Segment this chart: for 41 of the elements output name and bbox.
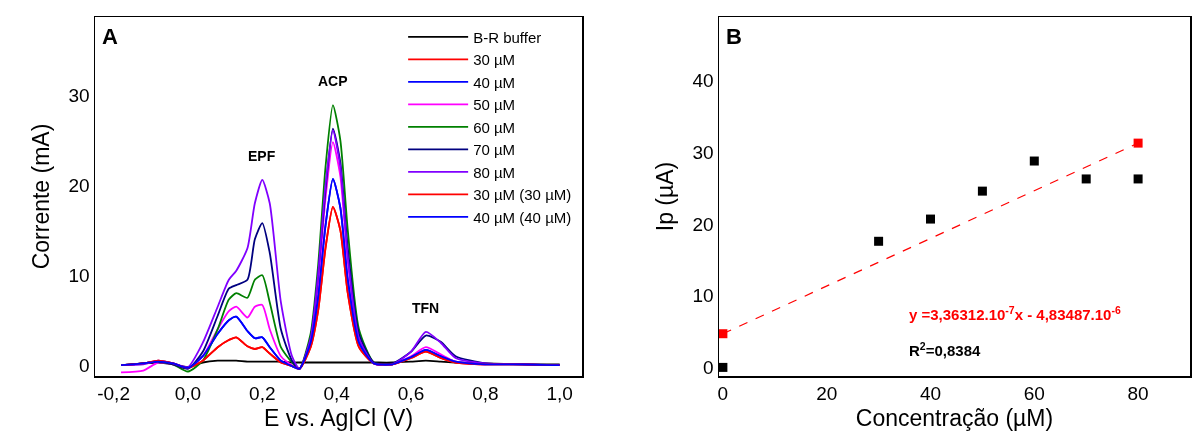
x-tick-label: 0 <box>717 383 729 405</box>
y-tick-label: 10 <box>692 285 714 307</box>
x-tick-label: 0,4 <box>323 383 351 405</box>
y-tick-label: 0 <box>703 357 714 379</box>
legend-label: 30 µM (30 µM) <box>473 186 572 204</box>
x-tick-label: 20 <box>816 383 838 405</box>
annotation: y =3,36312.10$^{-7}$x - 4,83487.10$^{-6}$ <box>909 304 1121 324</box>
y-tick-label: 10 <box>68 264 90 286</box>
y-tick-label: 0 <box>79 354 90 376</box>
annotation: TFN <box>412 300 440 316</box>
x-tick-label: 40 <box>919 383 942 405</box>
legend-label: 60 µM <box>473 118 516 136</box>
annotation: EPF <box>248 148 276 164</box>
y-tick-label: 40 <box>692 70 714 92</box>
x-tick-label: 0,0 <box>174 383 202 405</box>
x-axis-title: E vs. Ag|Cl (V) <box>263 404 414 431</box>
y-tick-label: 30 <box>692 142 714 164</box>
y-tick-label: 20 <box>68 174 90 196</box>
legend-label: 30 µM <box>473 51 516 69</box>
y-axis-title: Corrente (mA) <box>28 123 55 270</box>
x-axis-title: Concentração (µM) <box>855 404 1054 431</box>
legend-label: 80 µM <box>473 163 516 181</box>
annotation: R$^{2}$=0,8384 <box>909 340 981 360</box>
chart-title: A <box>102 24 118 49</box>
legend-label: 70 µM <box>473 141 516 159</box>
x-tick-label: 0,2 <box>249 383 276 405</box>
annotation: ACP <box>318 73 348 89</box>
x-tick-label: 1,0 <box>546 383 573 405</box>
legend-label: 50 µM <box>473 96 516 114</box>
x-tick-label: 0,6 <box>397 383 425 405</box>
x-tick-label: 0,8 <box>472 383 499 405</box>
y-axis-title: Ip (µA) <box>652 161 679 232</box>
x-tick-label: -0,2 <box>97 383 130 405</box>
legend-label: 40 µM (40 µM) <box>473 208 572 226</box>
x-tick-label: 60 <box>1023 383 1045 405</box>
y-tick-label: 20 <box>692 213 714 235</box>
y-tick-label: 30 <box>68 84 90 106</box>
legend-label: 40 µM <box>473 73 516 91</box>
chart-title: B <box>726 24 742 49</box>
x-tick-label: 80 <box>1127 383 1149 405</box>
legend-label: B-R buffer <box>473 28 542 46</box>
